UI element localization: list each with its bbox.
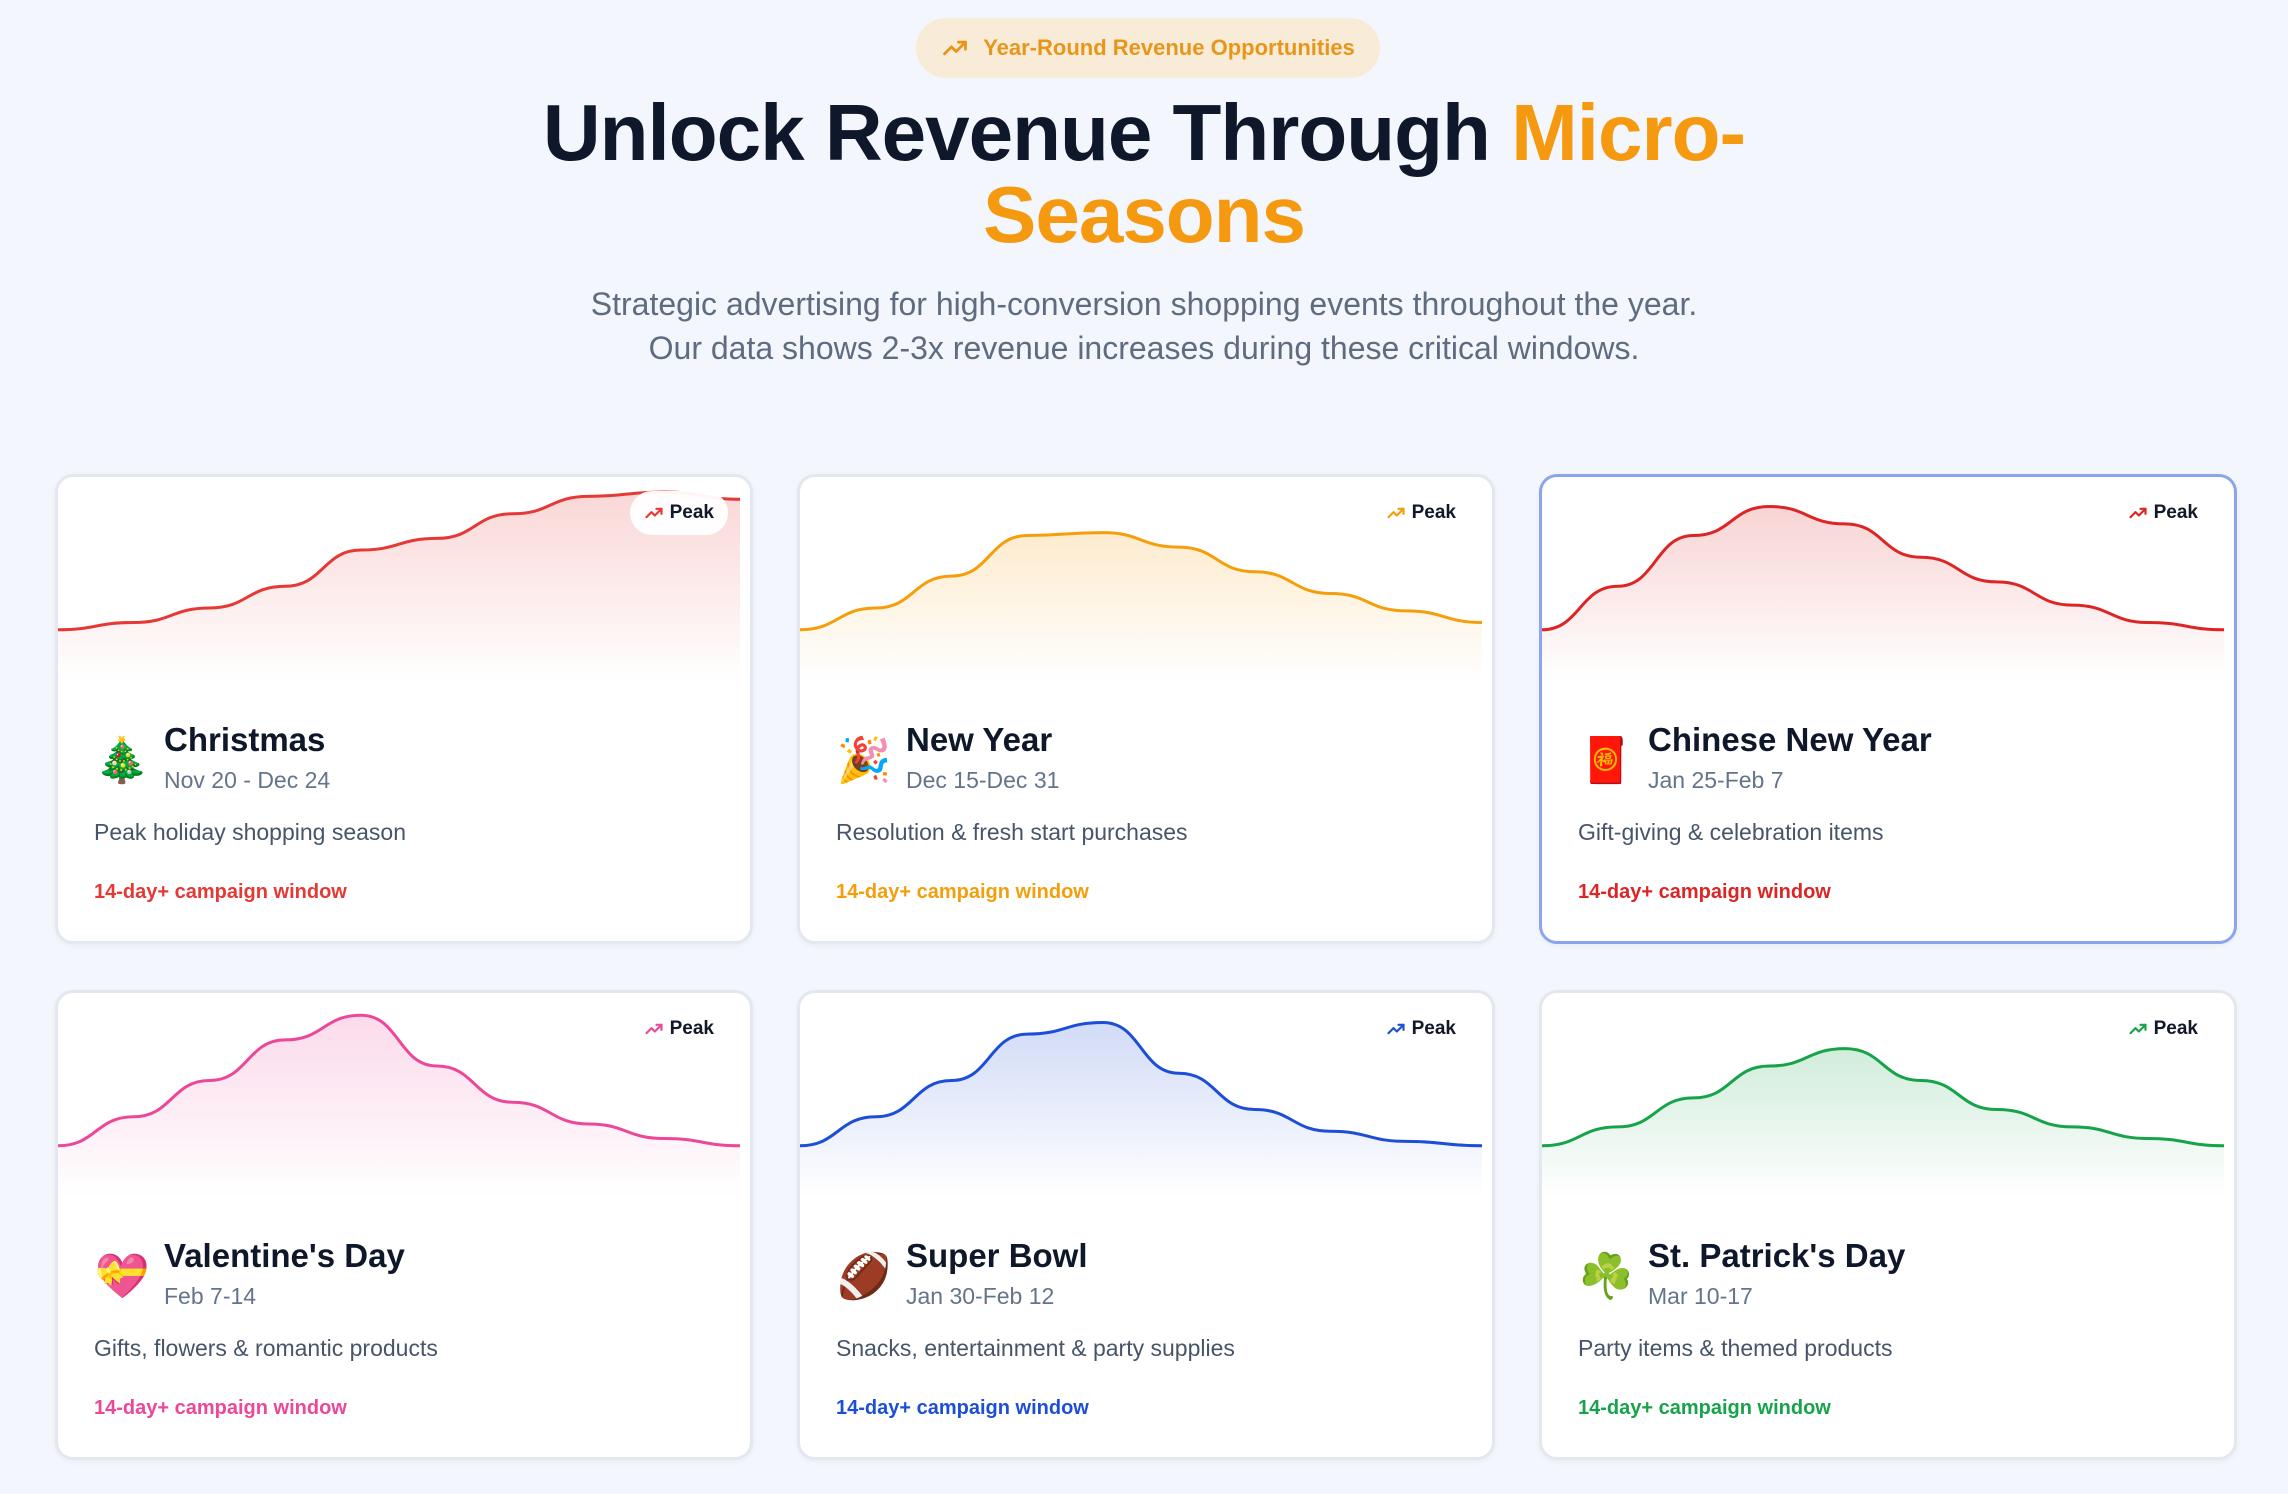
trending-up-icon (1387, 507, 1405, 519)
trend-area (1542, 506, 2224, 682)
trend-line (800, 531, 1483, 632)
trend-line (58, 1013, 741, 1148)
season-icon: 🧧 (1578, 735, 1634, 786)
campaign-window: 14-day+ campaign window (836, 1397, 1089, 1419)
season-description: Gifts, flowers & romantic products (94, 1335, 438, 1361)
peak-label: Peak (2153, 1018, 2198, 1039)
trend-line (58, 490, 741, 632)
peak-badge: Peak (629, 1007, 728, 1051)
season-dates: Nov 20 - Dec 24 (164, 767, 331, 793)
campaign-window: 14-day+ campaign window (836, 881, 1089, 903)
trending-up-icon (2129, 1023, 2147, 1035)
trend-area (800, 1022, 1482, 1198)
trending-up-icon (943, 40, 968, 56)
trend-area (800, 532, 1482, 682)
trending-up-icon (2129, 507, 2147, 519)
trend-line (800, 1020, 1483, 1148)
season-icon: 🎉 (836, 735, 892, 786)
season-card-st-patricks-day[interactable]: Peak ☘️ St. Patrick's Day Mar 10-17 Party it… (1539, 990, 2237, 1460)
peak-badge: Peak (1371, 1007, 1470, 1051)
peak-label: Peak (669, 1018, 714, 1039)
season-title: Valentine's Day (164, 1237, 405, 1274)
peak-badge: Peak (2113, 1007, 2212, 1051)
season-trend-chart (800, 1020, 1483, 1198)
peak-badge: Peak (629, 491, 728, 535)
season-description: Gift-giving & celebration items (1578, 819, 1884, 845)
peak-badge: Peak (1371, 491, 1470, 535)
peak-label: Peak (1411, 1018, 1456, 1039)
page-subtitle: Strategic advertising for high-conversio… (0, 282, 2288, 370)
season-description: Resolution & fresh start purchases (836, 819, 1188, 845)
page-title-accent-1: Micro- (1511, 88, 1746, 177)
season-card-super-bowl[interactable]: Peak 🏈 Super Bowl Jan 30-Feb 12 Snacks, ente… (797, 990, 1495, 1460)
season-icon: 🏈 (836, 1251, 892, 1302)
season-trend-chart (1542, 1047, 2225, 1198)
page-title-accent-2: Seasons (982, 170, 1306, 259)
trending-up-icon (645, 1023, 663, 1035)
season-dates: Jan 30-Feb 12 (906, 1283, 1055, 1309)
season-card-chinese-new-year[interactable]: Peak 🧧 Chinese New Year Jan 25-Feb 7 Gift-gi… (1539, 474, 2237, 944)
peak-badge: Peak (2113, 491, 2212, 535)
peak-label: Peak (1411, 502, 1456, 523)
trend-area (1542, 1048, 2224, 1198)
campaign-window: 14-day+ campaign window (1578, 1397, 1831, 1419)
season-icon: 🎄 (94, 735, 150, 786)
trending-up-icon (645, 507, 663, 519)
season-icon: 💝 (94, 1251, 150, 1302)
season-trend-chart (1542, 504, 2225, 682)
season-title: St. Patrick's Day (1648, 1237, 1906, 1274)
trend-area (58, 1015, 740, 1198)
trend-line (1542, 1047, 2225, 1148)
season-trend-chart (58, 490, 741, 682)
season-title: New Year (906, 721, 1053, 758)
season-title: Christmas (164, 721, 326, 758)
trend-line (1542, 504, 2225, 632)
season-description: Party items & themed products (1578, 1335, 1893, 1361)
page-title-main: Unlock Revenue Through (542, 88, 1512, 177)
season-card-valentines-day[interactable]: Peak 💝 Valentine's Day Feb 7-14 Gifts, flowe… (55, 990, 753, 1460)
campaign-window: 14-day+ campaign window (1578, 881, 1831, 903)
campaign-window: 14-day+ campaign window (94, 1397, 347, 1419)
season-dates: Jan 25-Feb 7 (1648, 767, 1784, 793)
season-card-christmas[interactable]: Peak 🎄 Christmas Nov 20 - Dec 24 Peak holida… (55, 474, 753, 944)
peak-label: Peak (669, 502, 714, 523)
trend-area (58, 492, 740, 682)
season-icon: ☘️ (1578, 1251, 1634, 1302)
season-trend-chart (800, 531, 1483, 682)
peak-label: Peak (2153, 502, 2198, 523)
season-card-new-year[interactable]: Peak 🎉 New Year Dec 15-Dec 31 Resolution & f… (797, 474, 1495, 944)
season-trend-chart (58, 1013, 741, 1198)
section-badge: Year-Round Revenue Opportunities (916, 18, 1380, 78)
season-title: Chinese New Year (1648, 721, 1932, 758)
subtitle-line-1: Strategic advertising for high-conversio… (590, 286, 1698, 322)
trending-up-icon (1387, 1023, 1405, 1035)
subtitle-line-2: Our data shows 2-3x revenue increases du… (648, 330, 1640, 366)
campaign-window: 14-day+ campaign window (94, 881, 347, 903)
season-dates: Mar 10-17 (1648, 1283, 1753, 1309)
season-dates: Dec 15-Dec 31 (906, 767, 1060, 793)
season-description: Peak holiday shopping season (94, 819, 407, 845)
season-title: Super Bowl (906, 1237, 1088, 1274)
page-title: Unlock Revenue Through Micro- Seasons (0, 92, 2288, 256)
season-description: Snacks, entertainment & party supplies (836, 1335, 1235, 1361)
section-badge-label: Year-Round Revenue Opportunities (983, 35, 1355, 60)
season-dates: Feb 7-14 (164, 1283, 257, 1309)
